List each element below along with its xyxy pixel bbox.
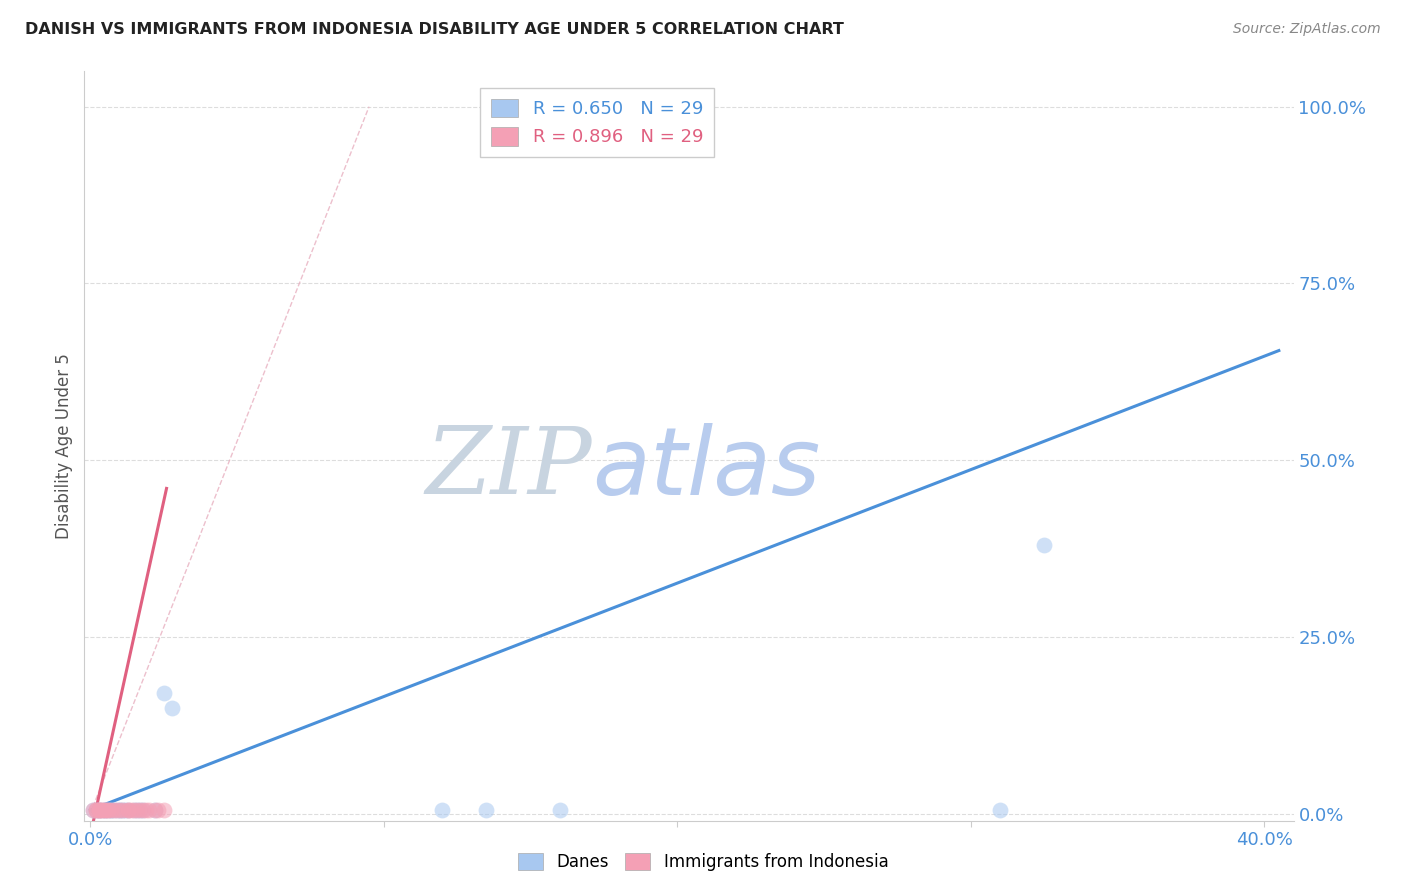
Point — [111, 803, 134, 817]
Point — [122, 803, 145, 817]
Point — [114, 803, 136, 817]
Point — [129, 803, 152, 817]
Point — [87, 803, 110, 817]
Point — [146, 803, 169, 817]
Point — [475, 803, 498, 817]
Point — [91, 803, 114, 817]
Point — [94, 803, 117, 817]
Point — [97, 803, 120, 817]
Point — [91, 803, 114, 817]
Point — [129, 803, 152, 817]
Point — [100, 803, 122, 817]
Point — [152, 686, 174, 700]
Point — [548, 803, 571, 817]
Point — [87, 803, 110, 817]
Point — [127, 803, 149, 817]
Point — [117, 803, 139, 817]
Point — [103, 803, 125, 817]
Y-axis label: Disability Age Under 5: Disability Age Under 5 — [55, 353, 73, 539]
Point — [82, 803, 104, 817]
Point — [120, 803, 142, 817]
Point — [87, 803, 110, 817]
Point — [94, 803, 117, 817]
Point — [108, 803, 131, 817]
Point — [122, 803, 145, 817]
Point — [105, 803, 128, 817]
Point — [108, 803, 131, 817]
Point — [162, 700, 184, 714]
Text: ZIP: ZIP — [426, 424, 592, 514]
Point — [87, 803, 110, 817]
Point — [82, 803, 104, 817]
Point — [143, 803, 166, 817]
Point — [97, 803, 120, 817]
Point — [84, 803, 107, 817]
Point — [117, 803, 139, 817]
Point — [111, 803, 134, 817]
Point — [432, 803, 454, 817]
Point — [100, 803, 122, 817]
Point — [127, 803, 149, 817]
Point — [105, 803, 128, 817]
Point — [84, 803, 107, 817]
Point — [132, 803, 155, 817]
Point — [94, 803, 117, 817]
Point — [84, 803, 107, 817]
Point — [97, 803, 120, 817]
Point — [117, 803, 139, 817]
Legend: Danes, Immigrants from Indonesia: Danes, Immigrants from Indonesia — [509, 845, 897, 880]
Point — [135, 803, 157, 817]
Point — [108, 803, 131, 817]
Point — [94, 803, 117, 817]
Point — [87, 803, 110, 817]
Point — [1033, 538, 1056, 552]
Text: Source: ZipAtlas.com: Source: ZipAtlas.com — [1233, 22, 1381, 37]
Legend: R = 0.650   N = 29, R = 0.896   N = 29: R = 0.650 N = 29, R = 0.896 N = 29 — [481, 88, 714, 157]
Text: atlas: atlas — [592, 423, 821, 514]
Point — [100, 803, 122, 817]
Point — [143, 803, 166, 817]
Point — [132, 803, 155, 817]
Point — [91, 803, 114, 817]
Point — [988, 803, 1011, 817]
Point — [152, 803, 174, 817]
Text: DANISH VS IMMIGRANTS FROM INDONESIA DISABILITY AGE UNDER 5 CORRELATION CHART: DANISH VS IMMIGRANTS FROM INDONESIA DISA… — [25, 22, 844, 37]
Point — [138, 803, 160, 817]
Point — [103, 803, 125, 817]
